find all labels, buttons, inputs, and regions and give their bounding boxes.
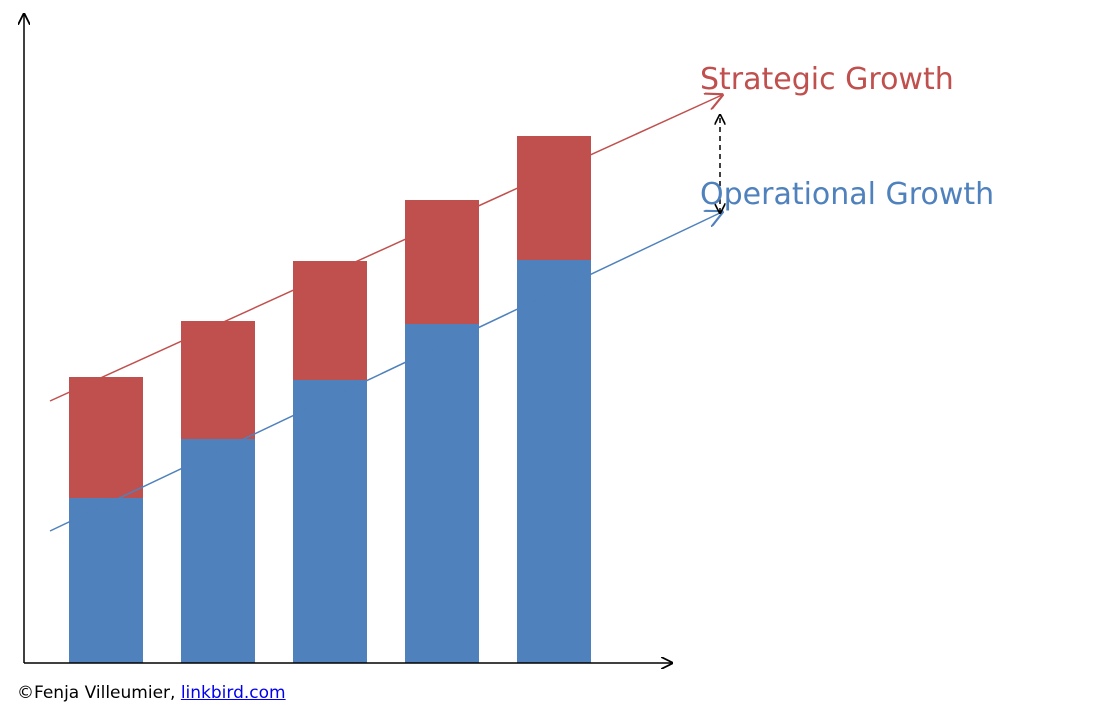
credit-text: ©Fenja Villeumier, — [17, 683, 181, 703]
bar-operational-2 — [181, 439, 255, 663]
operational-trend-arrow — [49, 212, 722, 532]
bar-operational-4 — [405, 324, 479, 663]
bar-operational-3 — [293, 380, 367, 663]
bar-strategic-1 — [69, 377, 143, 498]
bar-strategic-3 — [293, 261, 367, 380]
bar-strategic-2 — [181, 321, 255, 439]
bars-layer — [69, 136, 591, 663]
strategic-growth-label: Strategic Growth — [700, 62, 954, 97]
credit-link[interactable]: linkbird.com — [180, 683, 286, 703]
strategic-trend-arrow — [49, 95, 722, 402]
bar-strategic-5 — [517, 136, 591, 260]
operational-growth-label: Operational Growth — [700, 177, 994, 212]
bar-operational-5 — [517, 260, 591, 663]
credit-line: ©Fenja Villeumier, linkbird.com — [17, 683, 286, 703]
bar-operational-1 — [69, 498, 143, 663]
trend-layer — [49, 95, 722, 532]
bar-strategic-4 — [405, 200, 479, 324]
